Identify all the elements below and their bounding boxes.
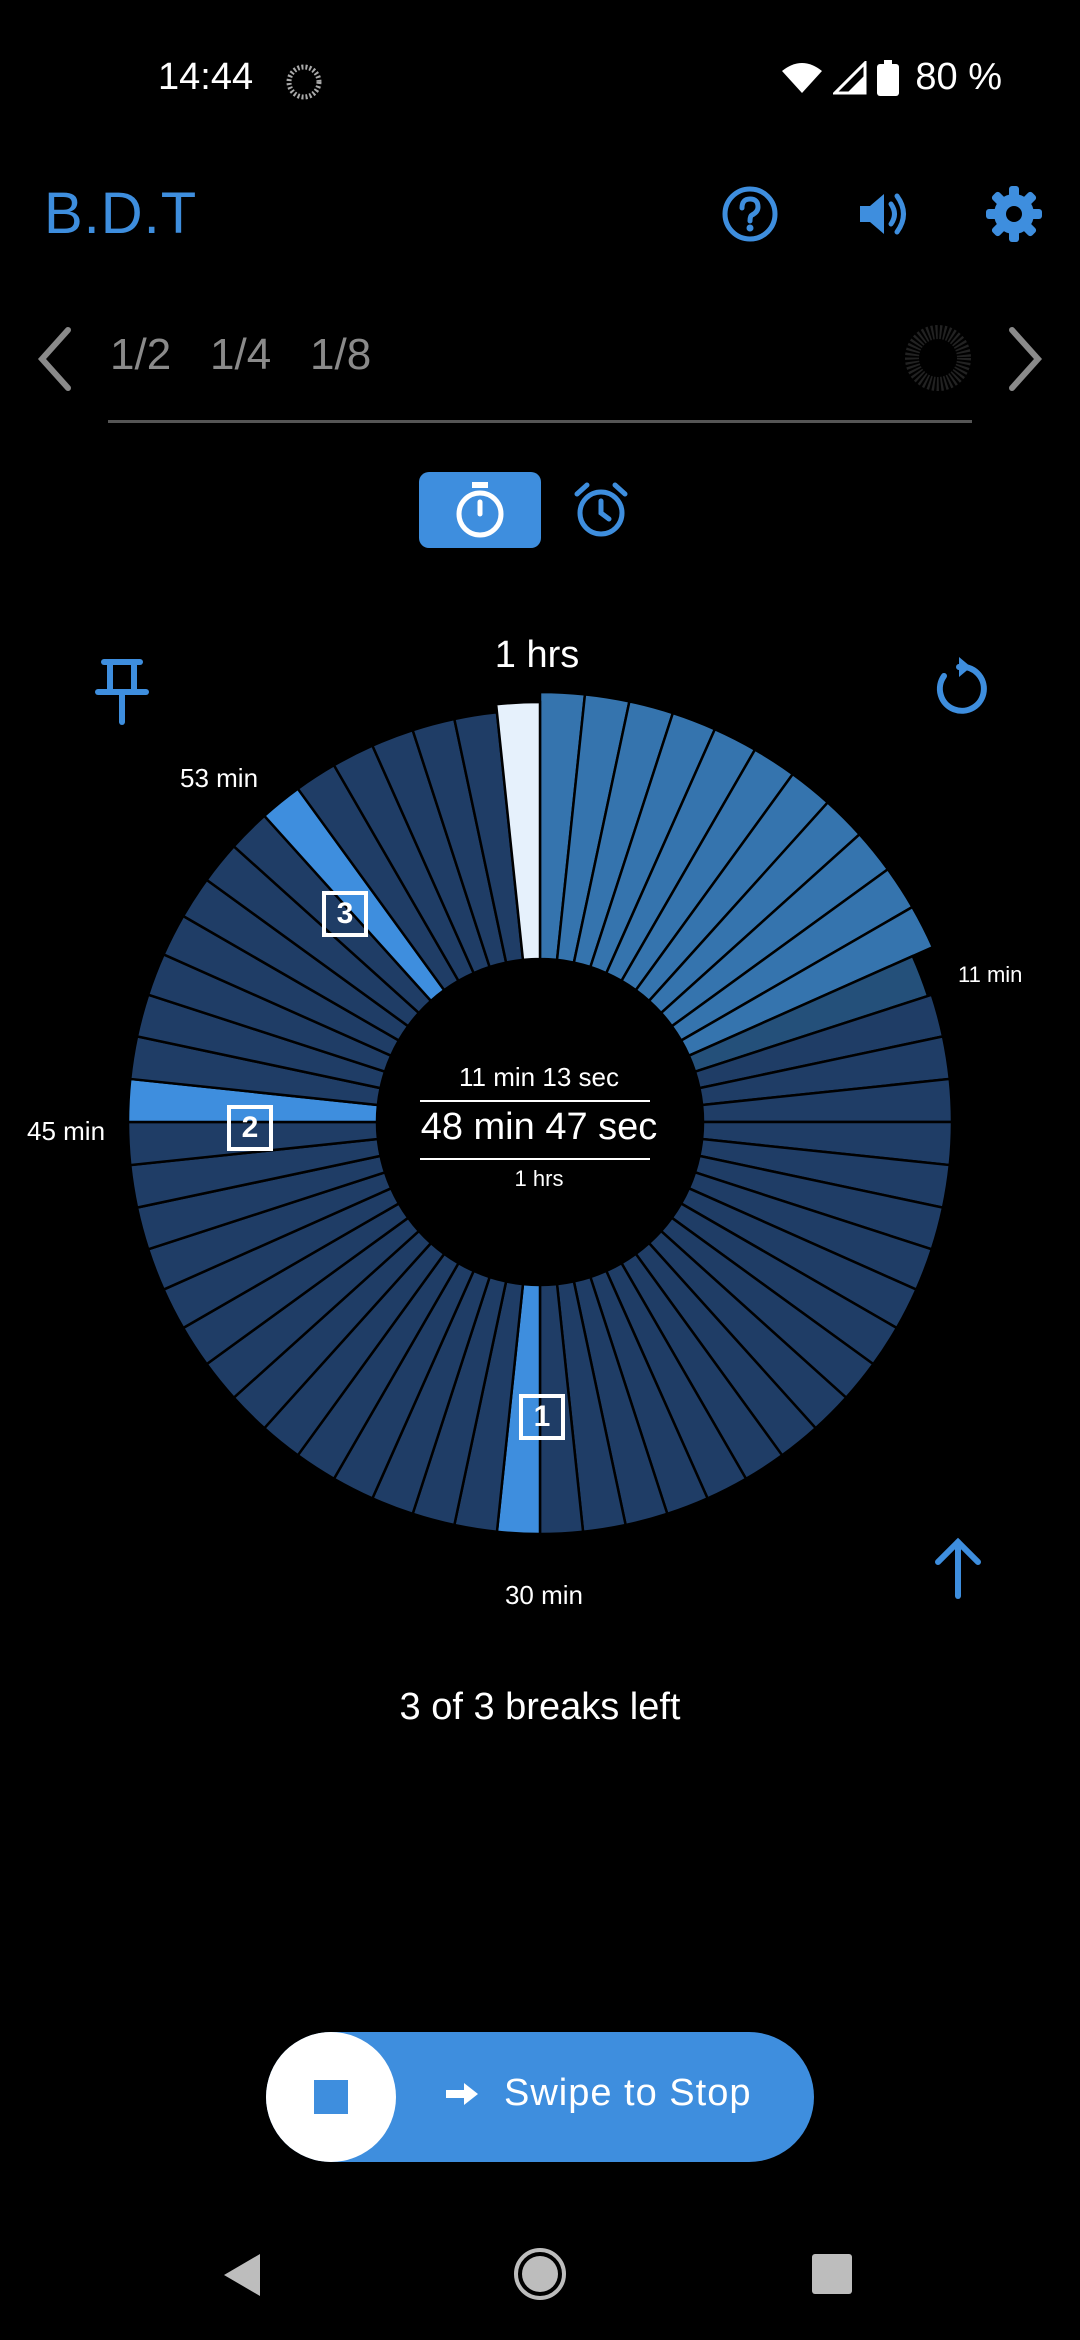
battery-percent: 80 % [915, 56, 1002, 98]
dial-label-11: 11 min [958, 962, 1023, 987]
stop-icon [314, 2080, 348, 2114]
break-marker-3[interactable]: 3 [322, 891, 368, 937]
previous-arrow-icon[interactable] [30, 322, 80, 396]
nav-recents-icon[interactable] [812, 2254, 852, 2294]
swipe-label: Swipe to Stop [446, 2072, 751, 2115]
elapsed-time: 11 min 13 sec [459, 1062, 619, 1092]
swipe-stop-handle[interactable] [266, 2032, 396, 2162]
stopwatch-icon [456, 482, 504, 538]
dial-label-60: 1 hrs [494, 634, 580, 676]
status-indicators: 80 % [781, 56, 1002, 99]
dial-segment [494, 700, 542, 962]
battery-icon [877, 59, 900, 96]
pin-icon[interactable] [92, 656, 152, 726]
dial-label-30: 30 min [504, 1580, 584, 1610]
nav-back-icon[interactable] [220, 2250, 264, 2300]
fraction-eighth[interactable]: 1/8 [310, 330, 372, 379]
fraction-underline [108, 420, 972, 423]
break-marker-1[interactable]: 1 [519, 1394, 565, 1440]
stopwatch-mode-button[interactable] [419, 472, 541, 548]
status-time: 14:44 [158, 56, 254, 98]
help-icon [722, 186, 778, 242]
loading-spinner-icon [905, 325, 971, 391]
timer-dial [126, 690, 954, 1536]
fraction-quarter[interactable]: 1/4 [210, 330, 272, 379]
arrow-up-icon[interactable] [928, 1534, 988, 1600]
next-arrow-icon[interactable] [1000, 322, 1050, 396]
settings-button[interactable] [980, 180, 1048, 248]
remaining-time: 48 min 47 sec [420, 1106, 658, 1148]
reset-icon[interactable] [926, 656, 992, 722]
dial-label-45: 45 min [27, 1116, 106, 1146]
sound-button[interactable] [848, 180, 916, 248]
breaks-left-text: 3 of 3 breaks left [399, 1686, 681, 1728]
volume-icon [860, 193, 906, 235]
signal-icon [833, 60, 867, 94]
divider [420, 1100, 650, 1102]
nav-home-icon[interactable] [512, 2246, 568, 2302]
swipe-label-text: Swipe to Stop [504, 2072, 752, 2114]
settings-icon [986, 186, 1042, 242]
wifi-icon [782, 62, 823, 93]
dial-label-53: 53 min [180, 763, 259, 793]
divider [420, 1158, 650, 1160]
dial-segment [679, 905, 935, 1058]
alarm-mode-button[interactable] [566, 472, 636, 548]
fraction-half[interactable]: 1/2 [110, 330, 172, 379]
loading-spinner-icon [286, 64, 322, 100]
alarm-icon [574, 482, 628, 537]
arrow-right-icon [446, 2082, 478, 2105]
dial-segments [126, 690, 954, 1536]
total-time: 1 hrs [514, 1166, 564, 1191]
break-marker-2[interactable]: 2 [227, 1105, 273, 1151]
help-button[interactable] [716, 180, 784, 248]
app-title: B.D.T [44, 181, 198, 246]
